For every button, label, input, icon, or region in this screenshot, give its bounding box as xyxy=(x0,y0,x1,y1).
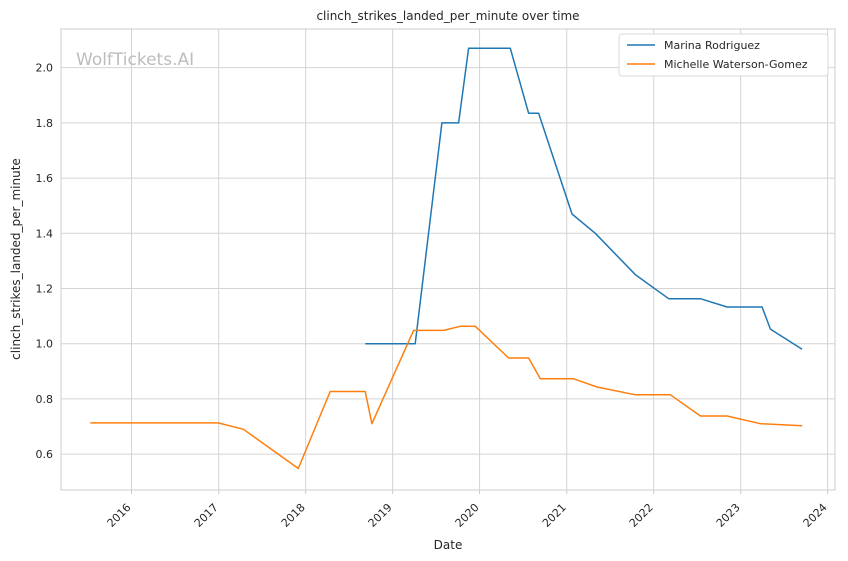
series-lines xyxy=(90,47,803,470)
x-tick-label: 2017 xyxy=(192,501,221,530)
legend-entry: Michelle Waterson-Gomez xyxy=(664,58,808,71)
legend-entry: Marina Rodriguez xyxy=(664,39,760,52)
y-axis: 0.6 0.8 1.0 1.2 1.4 1.6 1.8 2.0 xyxy=(36,62,54,461)
x-tick-label: 2018 xyxy=(279,501,308,530)
y-tick-label: 0.6 xyxy=(36,448,54,461)
legend-box xyxy=(618,33,829,77)
x-tick-label: 2019 xyxy=(366,501,395,530)
grid xyxy=(61,29,835,490)
y-tick-label: 2.0 xyxy=(36,62,54,75)
legend: Marina Rodriguez Michelle Waterson-Gomez xyxy=(618,33,829,77)
x-axis-label: Date xyxy=(434,538,463,552)
y-tick-label: 1.2 xyxy=(36,282,54,295)
x-tick-label: 2022 xyxy=(627,501,656,530)
series-line-marina-rodriguez xyxy=(365,47,803,350)
x-tick-label: 2020 xyxy=(453,501,482,530)
series-line-michelle-waterson-gomez xyxy=(90,325,803,470)
y-tick-label: 1.8 xyxy=(36,117,54,130)
x-axis: 2016 2017 2018 2019 2020 2021 2022 2023 2024 xyxy=(105,490,830,530)
y-tick-label: 1.6 xyxy=(36,172,54,185)
chart-title: clinch_strikes_landed_per_minute over ti… xyxy=(316,9,579,23)
y-axis-label: clinch_strikes_landed_per_minute xyxy=(9,158,23,360)
y-tick-label: 1.4 xyxy=(36,227,54,240)
watermark: WolfTickets.AI xyxy=(76,50,194,70)
x-tick-label: 2024 xyxy=(801,501,830,530)
x-tick-label: 2023 xyxy=(714,501,743,530)
y-tick-label: 1.0 xyxy=(36,338,54,351)
plot-area xyxy=(60,28,836,491)
y-tick-label: 0.8 xyxy=(36,393,54,406)
x-tick-label: 2016 xyxy=(105,501,134,530)
x-tick-label: 2021 xyxy=(540,501,569,530)
